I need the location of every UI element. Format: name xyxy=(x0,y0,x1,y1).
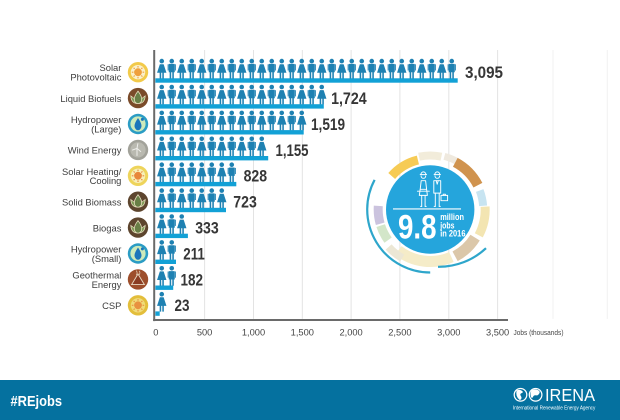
svg-text:Jobs (thousands): Jobs (thousands) xyxy=(514,328,564,337)
svg-text:Wind Energy: Wind Energy xyxy=(68,145,122,156)
svg-text:International Renewable Energy: International Renewable Energy Agency xyxy=(513,406,596,412)
svg-text:3,095: 3,095 xyxy=(465,63,503,82)
svg-text:182: 182 xyxy=(181,270,204,289)
svg-text:Cooling: Cooling xyxy=(90,175,122,186)
svg-text:jobs: jobs xyxy=(439,220,454,230)
svg-text:333: 333 xyxy=(195,219,219,238)
svg-text:0: 0 xyxy=(153,328,158,338)
svg-text:in 2016: in 2016 xyxy=(440,228,465,238)
svg-text:500: 500 xyxy=(197,328,213,338)
svg-text:Geothermal: Geothermal xyxy=(72,269,121,280)
svg-text:Solid Biomass: Solid Biomass xyxy=(62,197,122,208)
svg-text:Biogas: Biogas xyxy=(93,222,122,233)
svg-text:23: 23 xyxy=(175,296,190,315)
svg-text:Energy: Energy xyxy=(92,279,122,290)
svg-text:9.8: 9.8 xyxy=(398,209,437,247)
svg-text:Photovoltaic: Photovoltaic xyxy=(70,72,121,83)
svg-text:million: million xyxy=(440,212,464,222)
svg-text:Solar Heating/: Solar Heating/ xyxy=(62,166,122,177)
svg-text:(Small): (Small) xyxy=(92,253,122,264)
svg-text:2,500: 2,500 xyxy=(388,328,411,338)
svg-text:#REjobs: #REjobs xyxy=(11,394,63,410)
svg-text:1,519: 1,519 xyxy=(311,115,345,134)
svg-text:828: 828 xyxy=(244,167,268,186)
svg-text:IRENA: IRENA xyxy=(545,385,595,405)
svg-text:1,724: 1,724 xyxy=(331,89,367,108)
svg-text:2,000: 2,000 xyxy=(339,328,362,338)
svg-text:1,155: 1,155 xyxy=(276,141,309,160)
svg-text:3,000: 3,000 xyxy=(437,328,460,338)
svg-text:Liquid Biofuels: Liquid Biofuels xyxy=(60,93,121,104)
svg-text:1,500: 1,500 xyxy=(291,328,314,338)
svg-text:3,500: 3,500 xyxy=(486,328,509,338)
svg-text:1,000: 1,000 xyxy=(242,328,265,338)
svg-text:(Large): (Large) xyxy=(91,123,121,134)
svg-text:Hydropower: Hydropower xyxy=(71,114,122,125)
svg-text:Solar: Solar xyxy=(100,62,122,73)
svg-text:Hydropower: Hydropower xyxy=(71,244,122,255)
svg-text:211: 211 xyxy=(183,244,205,263)
svg-text:CSP: CSP xyxy=(102,300,121,311)
svg-text:723: 723 xyxy=(233,193,256,212)
